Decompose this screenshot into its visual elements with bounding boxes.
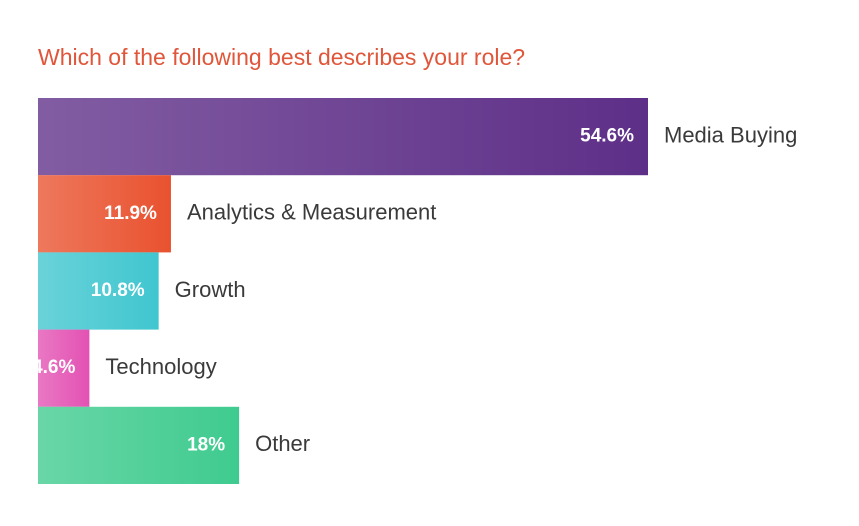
category-label: Media Buying bbox=[664, 122, 797, 147]
value-label: 54.6% bbox=[580, 126, 634, 147]
bar-sheen bbox=[38, 329, 90, 407]
category-label: Technology bbox=[105, 354, 216, 379]
chart-title: Which of the following best describes yo… bbox=[38, 44, 525, 70]
bar-sheen bbox=[38, 175, 171, 253]
value-label: 11.9% bbox=[104, 203, 157, 224]
value-label: 18% bbox=[187, 434, 225, 455]
category-label: Analytics & Measurement bbox=[187, 200, 436, 225]
value-label: 4.6% bbox=[32, 357, 75, 378]
category-label: Other bbox=[255, 431, 310, 456]
value-label: 10.8% bbox=[91, 280, 145, 301]
category-label: Growth bbox=[175, 277, 246, 302]
bar-sheen bbox=[38, 98, 648, 176]
bar-sheen bbox=[38, 406, 240, 484]
bar-sheen bbox=[38, 252, 159, 330]
